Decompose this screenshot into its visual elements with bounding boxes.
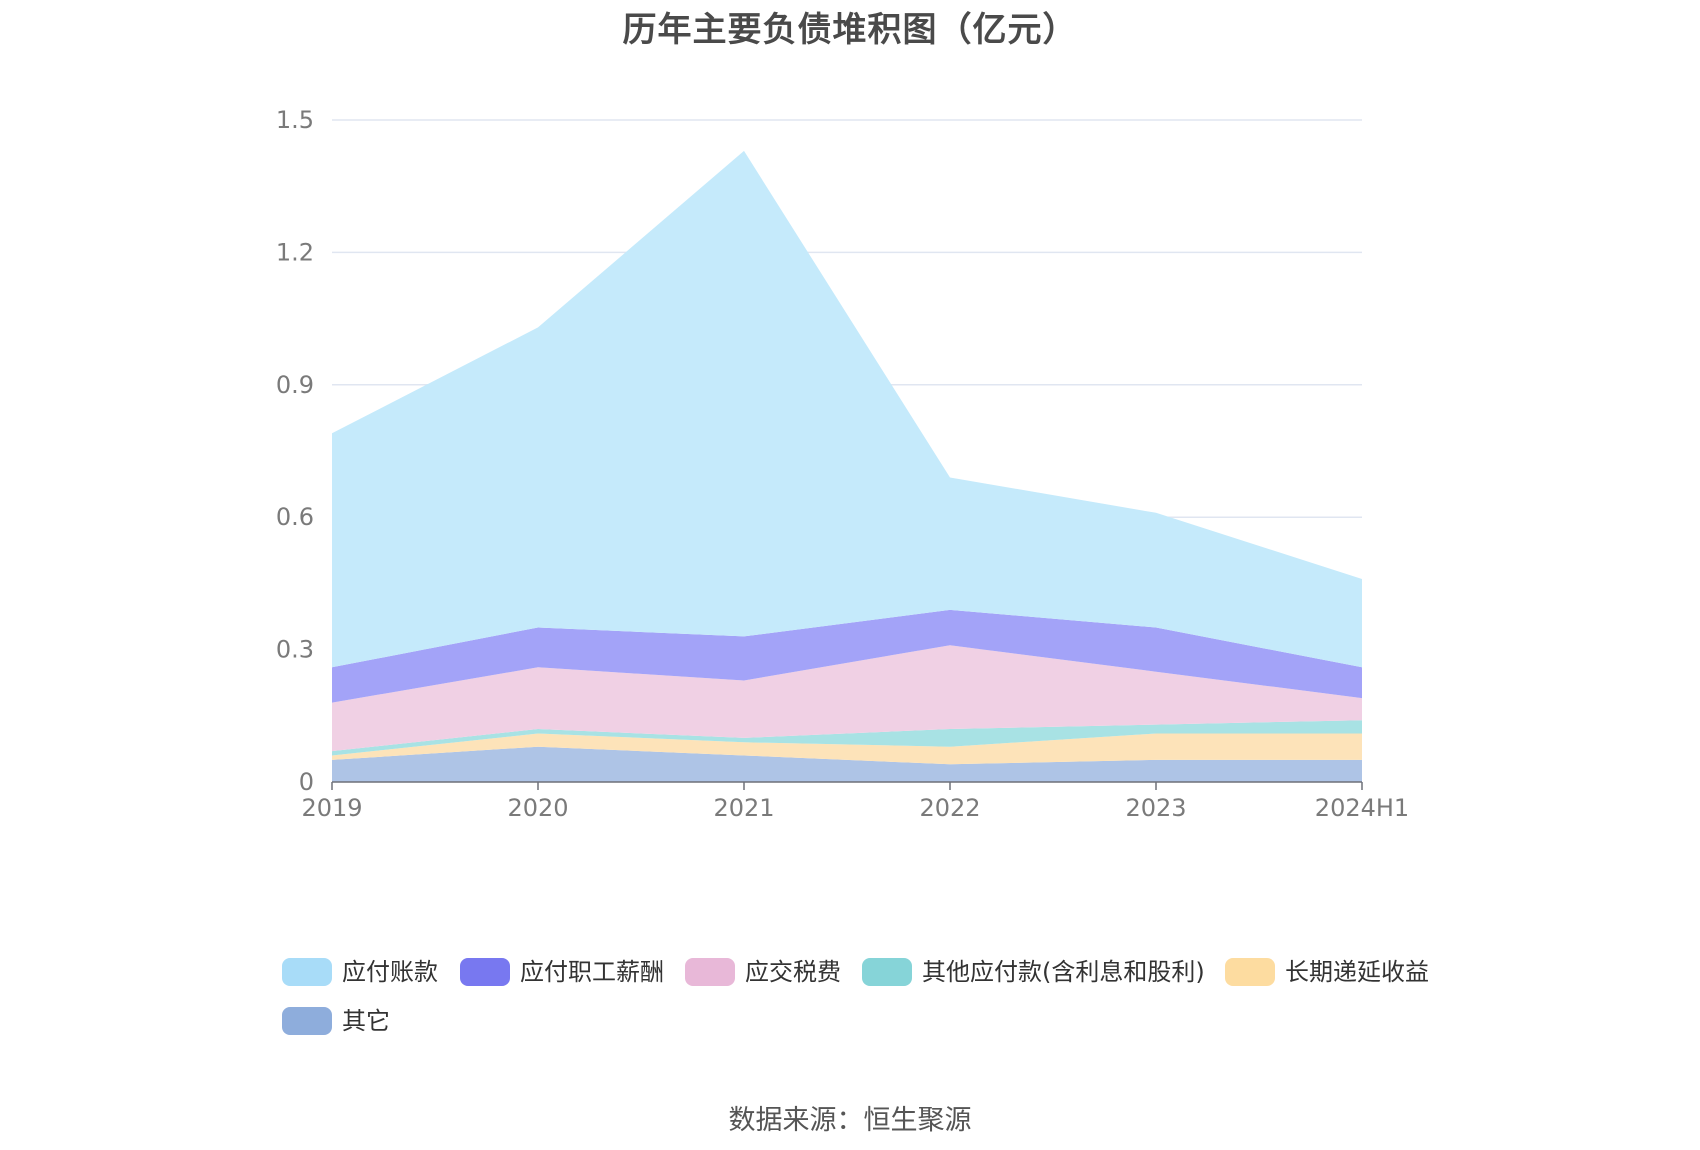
legend-swatch bbox=[282, 958, 332, 986]
y-tick-label: 0.3 bbox=[276, 636, 314, 664]
legend-swatch bbox=[282, 1007, 332, 1035]
area-series-2[interactable] bbox=[332, 720, 1362, 756]
legend-swatch bbox=[460, 958, 510, 986]
x-tick-label: 2022 bbox=[919, 794, 980, 822]
x-tick-label: 2024H1 bbox=[1315, 794, 1409, 822]
x-tick-label: 2021 bbox=[713, 794, 774, 822]
legend-swatch bbox=[1225, 958, 1275, 986]
legend-item[interactable]: 其他应付款(含利息和股利) bbox=[862, 958, 1205, 986]
y-tick-label: 0.6 bbox=[276, 503, 314, 531]
area-series-1[interactable] bbox=[332, 733, 1362, 765]
area-series bbox=[332, 150, 1362, 782]
y-tick-label: 1.5 bbox=[276, 106, 314, 134]
legend-item[interactable]: 应交税费 bbox=[685, 958, 841, 986]
chart-title: 历年主要负债堆积图（亿元） bbox=[622, 10, 1078, 50]
legend-item[interactable]: 应付账款 bbox=[282, 958, 438, 986]
x-tick-label: 2020 bbox=[507, 794, 568, 822]
axes: 2019 2020 2021 2022 2023 2024H1 bbox=[301, 781, 1409, 822]
legend-label: 其他应付款(含利息和股利) bbox=[922, 958, 1205, 986]
legend-swatch bbox=[685, 958, 735, 986]
legend-label: 长期递延收益 bbox=[1285, 958, 1429, 986]
legend-item[interactable]: 长期递延收益 bbox=[1225, 958, 1429, 986]
legend-item[interactable]: 应付职工薪酬 bbox=[460, 958, 664, 986]
legend-label: 应付账款 bbox=[342, 958, 438, 986]
x-tick-label: 2023 bbox=[1125, 794, 1186, 822]
legend-label: 应交税费 bbox=[745, 958, 841, 986]
area-series-4[interactable] bbox=[332, 609, 1362, 703]
area-series-0[interactable] bbox=[332, 746, 1362, 782]
legend-swatch bbox=[862, 958, 912, 986]
y-tick-label: 0.9 bbox=[276, 371, 314, 399]
source-note: 数据来源：恒生聚源 bbox=[728, 1105, 972, 1136]
area-series-3[interactable] bbox=[332, 645, 1362, 752]
x-tick-label: 2019 bbox=[301, 794, 362, 822]
area-series-5[interactable] bbox=[332, 150, 1362, 668]
legend-item[interactable]: 其它 bbox=[282, 1007, 390, 1035]
y-tick-label: 1.2 bbox=[276, 238, 314, 266]
legend-label: 其它 bbox=[342, 1007, 390, 1035]
y-tick-label: 0 bbox=[299, 768, 314, 796]
legend-label: 应付职工薪酬 bbox=[520, 958, 664, 986]
